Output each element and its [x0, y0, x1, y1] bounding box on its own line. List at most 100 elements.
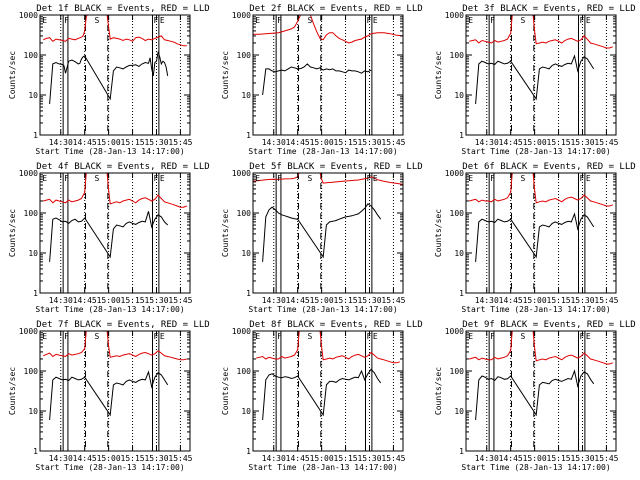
- lld-series-line: [43, 173, 187, 208]
- y-axis-label: Counts/sec: [221, 51, 230, 99]
- events-series-line: [475, 369, 595, 420]
- x-tick-label: 15:45: [594, 296, 618, 305]
- interval-marker-label: E: [160, 174, 165, 183]
- x-tick-label: 15:30: [357, 454, 381, 463]
- y-tick-label: 10: [241, 249, 251, 258]
- events-series-line: [262, 63, 372, 96]
- y-tick-label: 10: [28, 91, 38, 100]
- x-tick-label: 15:00: [97, 138, 121, 147]
- x-tick-label: 15:45: [381, 296, 405, 305]
- x-tick-label: 15:45: [168, 296, 192, 305]
- x-tick-label: 15:30: [144, 454, 168, 463]
- interval-marker-label: F: [580, 16, 585, 25]
- x-tick-label: 15:15: [547, 296, 571, 305]
- interval-marker-label: F: [367, 174, 372, 183]
- panel-title: Det 6f BLACK = Events, RED = LLD: [462, 162, 635, 172]
- interval-marker-label: S: [520, 174, 525, 183]
- x-tick-label: 15:15: [121, 454, 145, 463]
- y-tick-label: 1000: [445, 169, 464, 178]
- panel-title: Det 1f BLACK = Events, RED = LLD: [36, 4, 209, 14]
- y-tick-label: 100: [237, 367, 252, 376]
- interval-marker-label: F: [64, 332, 69, 341]
- plot-frame: [252, 330, 404, 452]
- x-tick-label: 14:30: [475, 296, 499, 305]
- events-series-line: [49, 370, 169, 420]
- y-axis-label: Counts/sec: [8, 367, 17, 415]
- x-axis-label: Start Time (28-Jan-13 14:17:00): [35, 147, 184, 156]
- interval-marker-label: E: [255, 332, 260, 341]
- detector-panel-8: Det 8f BLACK = Events, RED = LLD 1 10 100 10…: [221, 320, 423, 472]
- y-tick-label: 100: [24, 209, 39, 218]
- x-tick-label: 14:30: [475, 138, 499, 147]
- x-tick-label: 15:45: [168, 454, 192, 463]
- x-tick-label: 14:45: [499, 296, 523, 305]
- detector-panel-2: Det 2f BLACK = Events, RED = LLD 1 10 100 10…: [221, 4, 423, 156]
- x-tick-label: 15:30: [570, 138, 594, 147]
- x-tick-label: 15:15: [547, 454, 571, 463]
- x-tick-label: 15:15: [334, 454, 358, 463]
- x-tick-label: 15:15: [334, 138, 358, 147]
- x-tick-label: 14:45: [286, 454, 310, 463]
- x-tick-label: 15:00: [97, 296, 121, 305]
- y-axis-label: Counts/sec: [434, 51, 443, 99]
- x-tick-label: 15:30: [570, 296, 594, 305]
- y-axis-label: Counts/sec: [221, 367, 230, 415]
- x-tick-label: 14:30: [49, 138, 73, 147]
- y-tick-label: 10: [454, 91, 464, 100]
- plot-frame: [252, 172, 404, 294]
- y-tick-label: 1: [33, 447, 38, 456]
- y-axis-label: Counts/sec: [221, 209, 230, 257]
- interval-marker-label: E: [468, 174, 473, 183]
- interval-marker-label: E: [586, 174, 591, 183]
- y-tick-label: 1000: [445, 327, 464, 336]
- y-tick-label: 10: [454, 249, 464, 258]
- interval-marker-label: F: [490, 16, 495, 25]
- x-tick-label: 14:45: [73, 138, 97, 147]
- interval-marker-label: S: [307, 16, 312, 25]
- x-tick-label: 14:30: [262, 296, 286, 305]
- interval-marker-label: S: [520, 332, 525, 341]
- x-tick-label: 15:00: [523, 296, 547, 305]
- interval-marker-label: E: [255, 174, 260, 183]
- lld-series-line: [42, 15, 187, 47]
- x-axis-label: Start Time (28-Jan-13 14:17:00): [248, 147, 397, 156]
- y-tick-label: 10: [241, 407, 251, 416]
- x-axis-label: Start Time (28-Jan-13 14:17:00): [248, 463, 397, 472]
- y-tick-label: 1: [459, 289, 464, 298]
- x-axis-label: Start Time (28-Jan-13 14:17:00): [248, 305, 397, 314]
- interval-marker-label: E: [373, 174, 378, 183]
- plot-frame: [39, 172, 191, 294]
- y-tick-label: 10: [28, 407, 38, 416]
- y-tick-label: 1000: [445, 11, 464, 20]
- x-axis-label: Start Time (28-Jan-13 14:17:00): [461, 305, 610, 314]
- detector-panel-4: Det 4f BLACK = Events, RED = LLD 1 10 100 10…: [8, 162, 210, 314]
- interval-marker-label: F: [154, 332, 159, 341]
- x-tick-label: 14:45: [73, 454, 97, 463]
- lld-series-line: [253, 173, 403, 185]
- events-series-line: [475, 54, 595, 104]
- interval-marker-label: E: [373, 16, 378, 25]
- x-tick-label: 15:30: [144, 138, 168, 147]
- interval-marker-label: S: [307, 174, 312, 183]
- detector-panel-1: Det 1f BLACK = Events, RED = LLD 1 10 100 10…: [8, 4, 210, 156]
- x-tick-label: 15:30: [357, 296, 381, 305]
- lld-series-line: [469, 173, 613, 207]
- interval-marker-label: F: [367, 332, 372, 341]
- interval-marker-label: E: [586, 332, 591, 341]
- y-tick-label: 1: [246, 289, 251, 298]
- x-tick-label: 15:15: [334, 296, 358, 305]
- y-tick-label: 100: [450, 209, 465, 218]
- x-axis-label: Start Time (28-Jan-13 14:17:00): [461, 463, 610, 472]
- interval-marker-label: E: [373, 332, 378, 341]
- y-tick-label: 10: [454, 407, 464, 416]
- x-tick-label: 14:45: [286, 138, 310, 147]
- x-tick-label: 15:00: [310, 296, 334, 305]
- y-axis-label: Counts/sec: [434, 209, 443, 257]
- plot-frame: [465, 330, 617, 452]
- interval-marker-label: F: [154, 16, 159, 25]
- y-tick-label: 1: [459, 131, 464, 140]
- events-series-line: [475, 212, 595, 262]
- plot-frame: [39, 14, 191, 136]
- interval-marker-label: E: [160, 16, 165, 25]
